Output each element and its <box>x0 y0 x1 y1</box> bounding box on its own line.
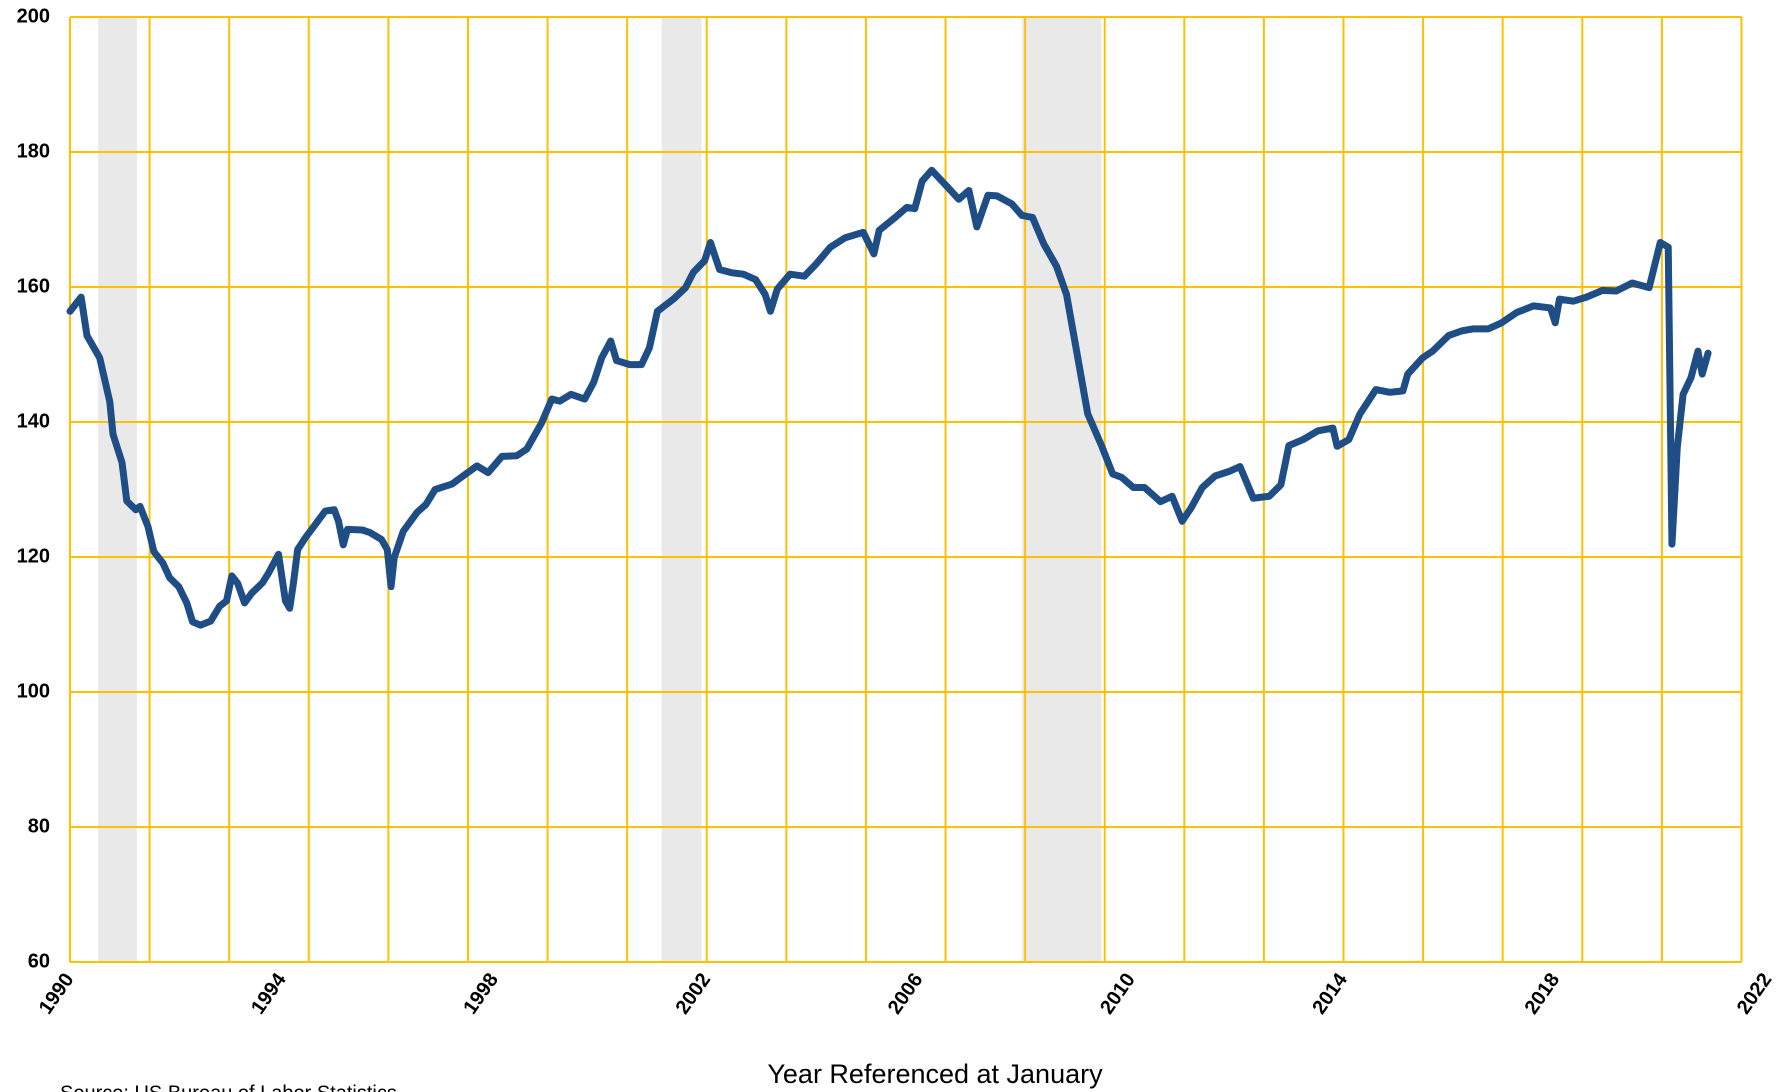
data-line <box>66 166 1712 629</box>
x-tick-label: 1994 <box>247 969 291 1019</box>
y-tick-label: 100 <box>17 680 50 702</box>
x-tick-label: 2002 <box>672 969 716 1018</box>
y-tick-label: 60 <box>28 950 50 972</box>
y-tick-label: 200 <box>17 5 50 27</box>
recession-shade <box>1021 17 1102 962</box>
x-tick-label: 1998 <box>459 969 503 1018</box>
y-tick-label: 160 <box>17 275 50 297</box>
plot-layer <box>66 16 1743 963</box>
recession-shade <box>661 17 702 962</box>
x-tick-label: 1990 <box>35 969 79 1018</box>
x-tick-label: 2022 <box>1733 969 1777 1018</box>
y-tick-label: 180 <box>17 140 50 162</box>
y-tick-label: 140 <box>17 410 50 432</box>
recession-shade <box>98 17 137 962</box>
x-axis-label: Year Referenced at January <box>767 1059 1103 1089</box>
x-tick-label: 2018 <box>1521 969 1565 1018</box>
x-tick-label: 2010 <box>1096 969 1140 1018</box>
source-note: Source: US Bureau of Labor Statistics <box>60 1082 397 1092</box>
x-tick-label: 2006 <box>884 969 928 1018</box>
y-tick-label: 80 <box>28 815 50 837</box>
x-tick-label: 2014 <box>1308 969 1352 1019</box>
y-tick-label: 120 <box>17 545 50 567</box>
